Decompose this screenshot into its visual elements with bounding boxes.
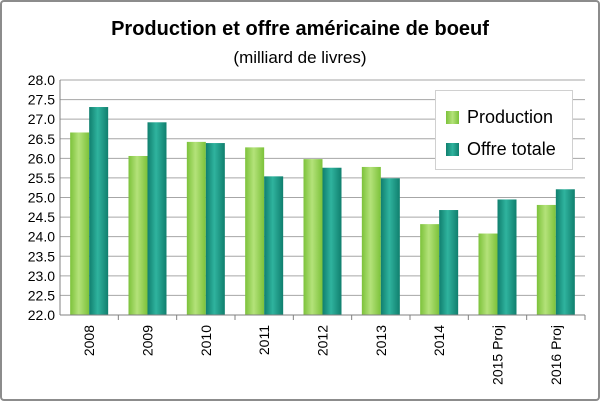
y-tick-label: 22.0 [28, 307, 55, 323]
bar-offre-totale [147, 122, 167, 315]
x-tick-label: 2008 [81, 325, 97, 356]
bar-offre-totale [89, 107, 109, 316]
bar-offre-totale [264, 176, 284, 315]
legend-label-production: Production [467, 106, 554, 127]
legend-label-offre-totale: Offre totale [467, 138, 556, 159]
bar-offre-totale [555, 189, 575, 315]
x-tick-label: 2014 [431, 325, 447, 356]
y-tick-label: 24.0 [28, 229, 55, 245]
x-tick-label: 2012 [315, 325, 331, 356]
y-tick-label: 25.5 [28, 170, 55, 186]
chart-legend: Production Offre totale [435, 90, 573, 170]
legend-swatch-offre-totale [446, 142, 459, 156]
legend-item-offre-totale: Offre totale [446, 137, 556, 161]
y-tick-label: 24.5 [28, 209, 55, 225]
bar-offre-totale [205, 143, 225, 315]
bar-production [478, 233, 498, 315]
y-tick-label: 26.0 [28, 150, 55, 166]
y-tick-label: 22.5 [28, 287, 55, 303]
chart-title: Production et offre américaine de boeuf [111, 18, 489, 40]
bar-production [70, 132, 90, 315]
chart-subtitle: (milliard de livres) [233, 48, 367, 67]
y-tick-label: 23.0 [28, 268, 55, 284]
bar-offre-totale [322, 167, 342, 315]
bar-offre-totale [497, 199, 517, 315]
x-tick-label: 2011 [256, 325, 272, 355]
legend-item-production: Production [446, 105, 553, 129]
y-tick-label: 28.0 [28, 72, 55, 88]
bar-production [361, 166, 381, 315]
y-tick-label: 27.5 [28, 92, 55, 108]
y-tick-label: 26.5 [28, 131, 55, 147]
bar-production [420, 224, 440, 315]
bar-production [245, 147, 265, 315]
bar-production [536, 204, 556, 315]
x-tick-label: 2010 [198, 325, 214, 356]
y-tick-label: 27.0 [28, 111, 55, 127]
x-tick-label: 2016 Proj [548, 325, 564, 385]
x-tick-label: 2009 [140, 325, 156, 356]
legend-swatch-production [446, 110, 459, 124]
bar-offre-totale [439, 210, 459, 315]
y-tick-label: 25.0 [28, 190, 55, 206]
bar-offre-totale [380, 178, 400, 315]
bar-production [303, 159, 323, 315]
x-tick-label: 2013 [373, 325, 389, 356]
bar-production [128, 155, 148, 315]
y-tick-label: 23.5 [28, 248, 55, 264]
x-tick-label: 2015 Proj [490, 325, 506, 385]
bar-production [186, 141, 206, 315]
